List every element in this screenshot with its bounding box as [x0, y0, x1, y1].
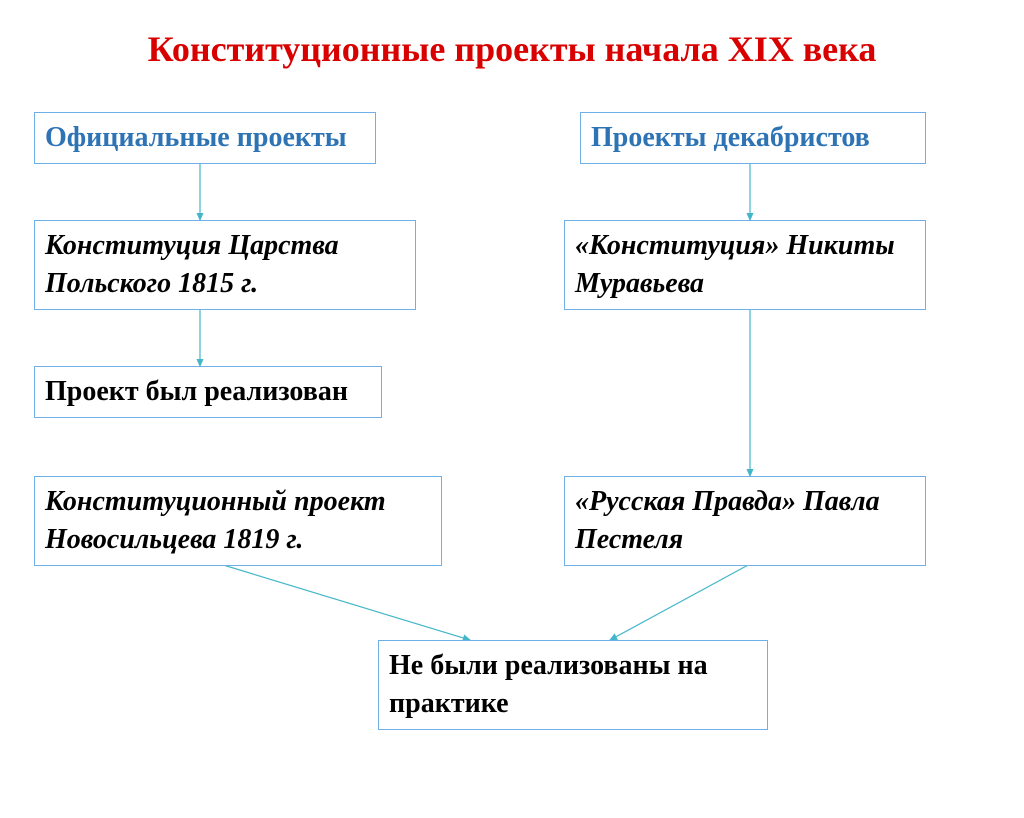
node-realized: Проект был реализован [34, 366, 382, 418]
diagram-title: Конституционные проекты начала XIX века [0, 28, 1024, 70]
edge-4 [610, 564, 750, 640]
node-decembrist_heading: Проекты декабристов [580, 112, 926, 164]
node-poland_const: Конституция Царства Польского 1815 г. [34, 220, 416, 310]
node-muravyev_const: «Конституция» Никиты Муравьева [564, 220, 926, 310]
node-novosiltsev: Конституционный проект Новосильцева 1819… [34, 476, 442, 566]
node-pestel: «Русская Правда» Павла Пестеля [564, 476, 926, 566]
node-not_realized: Не были реализованы на практике [378, 640, 768, 730]
edge-5 [220, 564, 470, 640]
node-official_heading: Официальные проекты [34, 112, 376, 164]
